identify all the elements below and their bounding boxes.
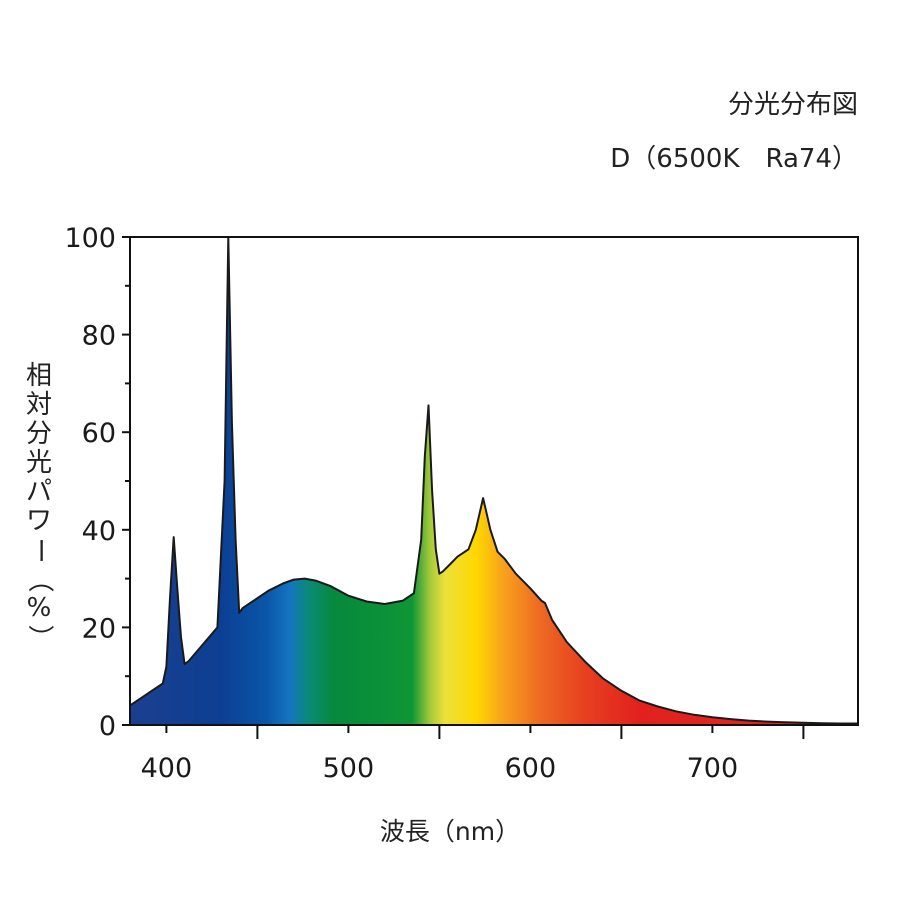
y-axis-label: 相対分光パワー（%） <box>22 362 56 652</box>
y-axis-label-char: % <box>26 593 52 623</box>
x-tick-label: 500 <box>323 753 375 784</box>
chart-title: 分光分布図 <box>727 90 858 120</box>
y-axis-label-char: 光 <box>25 448 52 478</box>
x-tick-label: 700 <box>687 753 739 784</box>
y-tick-label: 0 <box>99 711 116 742</box>
y-axis-label-char: パ <box>25 477 52 507</box>
y-tick-label: 40 <box>82 516 116 547</box>
spectrum-area <box>130 237 858 725</box>
y-axis-label-char: 分 <box>25 419 52 449</box>
y-tick-label: 100 <box>64 223 116 254</box>
chart-subtitle: D（6500K Ra74） <box>610 144 858 174</box>
x-tick-label: 600 <box>505 753 557 784</box>
x-axis-label: 波長（nm） <box>379 817 521 846</box>
y-tick-label: 60 <box>82 418 116 449</box>
x-tick-label: 400 <box>141 753 193 784</box>
y-tick-label: 80 <box>82 321 116 352</box>
y-axis-label-char: ワ <box>25 506 52 536</box>
spectrum-line <box>129 236 858 725</box>
y-axis-label-char: 対 <box>25 390 52 420</box>
y-tick-label: 20 <box>82 613 116 644</box>
y-axis-label-char: 相 <box>25 361 52 391</box>
